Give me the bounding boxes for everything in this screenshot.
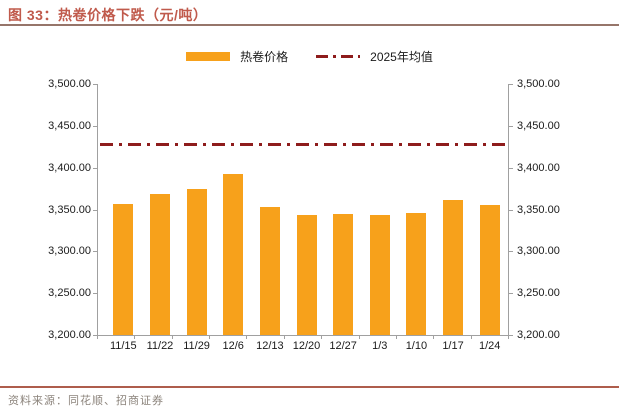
y-tick-label-left: 3,450.00: [48, 119, 91, 132]
bar: [113, 204, 134, 335]
chart-legend: 热卷价格 2025年均值: [0, 48, 619, 64]
y-tick-left: [93, 251, 97, 253]
bar: [149, 194, 170, 335]
x-tick-label: 11/22: [146, 340, 174, 352]
x-tick-label: 1/17: [442, 340, 464, 352]
legend-line-label: 2025年均值: [370, 49, 433, 64]
y-axis-right: [508, 84, 509, 335]
y-tick-label-right: 3,300.00: [517, 245, 560, 258]
legend-dash-swatch-icon: [316, 54, 361, 58]
x-tick: [97, 336, 98, 339]
x-tick: [283, 336, 285, 339]
mean-dashed-line: [100, 142, 505, 146]
y-tick-right: [509, 335, 513, 336]
x-tick: [470, 336, 472, 339]
y-tick-right: [509, 84, 513, 85]
x-tick-label: 12/6: [222, 340, 244, 352]
x-tick-label: 1/3: [372, 340, 388, 352]
x-tick: [246, 336, 248, 339]
x-tick: [209, 336, 211, 339]
x-tick-label: 12/20: [292, 340, 321, 352]
y-tick-right: [509, 251, 513, 253]
y-tick-label-right: 3,400.00: [517, 161, 560, 174]
y-tick-label-right: 3,350.00: [517, 203, 560, 216]
bar: [443, 200, 464, 335]
y-tick-left: [93, 293, 97, 295]
y-tick-label-right: 3,200.00: [517, 329, 560, 341]
bar: [186, 189, 207, 335]
y-tick-left: [93, 84, 97, 85]
y-tick-right: [509, 209, 513, 211]
x-tick-label: 11/29: [183, 340, 210, 352]
y-tick-label-left: 3,300.00: [48, 245, 91, 258]
x-tick-label: 12/27: [329, 340, 357, 352]
bar: [333, 213, 354, 335]
y-tick-right: [509, 167, 513, 169]
y-axis-left: [97, 84, 98, 335]
x-tick: [433, 336, 435, 339]
x-tick-label: 1/10: [405, 340, 428, 352]
y-tick-right: [509, 125, 513, 127]
y-tick-label-left: 3,500.00: [48, 78, 91, 90]
legend-bar-label: 热卷价格: [240, 49, 289, 64]
y-tick-label-left: 3,400.00: [48, 161, 91, 174]
x-axis: [97, 335, 509, 336]
x-tick-label: 1/24: [478, 340, 501, 352]
bar: [296, 215, 317, 335]
y-tick-label-left: 3,350.00: [48, 203, 91, 216]
y-tick-label-right: 3,450.00: [517, 119, 560, 132]
source-note: 资料来源：同花顺、招商证券: [8, 395, 164, 407]
y-tick-right: [509, 293, 513, 295]
x-tick: [321, 336, 323, 339]
y-tick-left: [93, 209, 97, 211]
title-rule: [0, 24, 619, 26]
y-tick-label-left: 3,200.00: [48, 329, 91, 341]
bar: [369, 215, 390, 335]
x-tick: [171, 336, 173, 339]
legend-bar-swatch-icon: [186, 51, 231, 61]
y-tick-label-left: 3,250.00: [48, 287, 91, 300]
x-tick-label: 11/15: [109, 340, 137, 352]
x-tick: [395, 336, 397, 339]
footer-rule: [0, 386, 619, 388]
bar: [406, 212, 427, 335]
y-tick-left: [93, 125, 97, 127]
bar: [223, 174, 244, 335]
y-tick-left: [93, 167, 97, 169]
y-tick-label-right: 3,250.00: [517, 287, 560, 300]
y-tick-left: [93, 335, 97, 336]
x-tick: [134, 336, 136, 339]
bar: [259, 206, 280, 335]
x-tick-label: 12/13: [256, 340, 284, 352]
x-tick: [508, 336, 509, 339]
bar: [479, 205, 500, 335]
y-tick-label-right: 3,500.00: [517, 78, 560, 90]
figure-title: 图 33：热卷价格下跌（元/吨）: [8, 7, 208, 23]
x-tick: [358, 336, 360, 339]
